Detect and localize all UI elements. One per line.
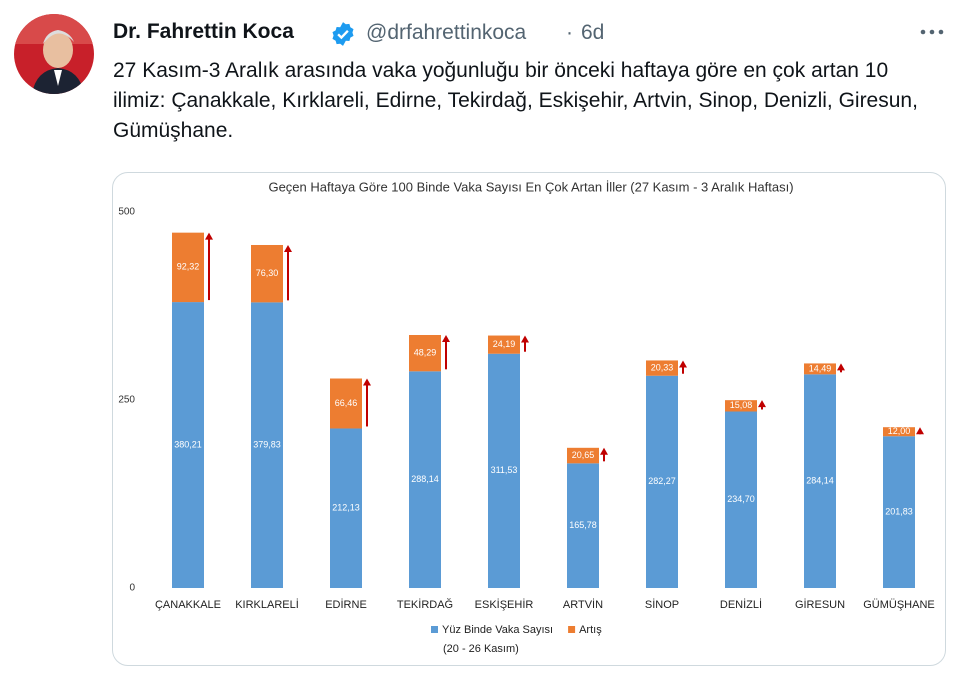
bar-segment	[804, 363, 836, 375]
value-label: 282,27	[648, 476, 676, 486]
y-tick-label: 500	[118, 207, 135, 218]
legend-swatch	[568, 626, 576, 633]
chart-title: Geçen Haftaya Göre 100 Binde Vaka Sayısı…	[268, 179, 793, 194]
legend-label: Yüz Binde Vaka Sayısı	[442, 624, 553, 636]
x-tick-label: EDİRNE	[325, 598, 367, 611]
value-label: 14,49	[809, 363, 832, 373]
increase-arrow-head	[442, 335, 450, 343]
chart: Geçen Haftaya Göre 100 Binde Vaka Sayısı…	[118, 179, 935, 655]
x-tick-label: ARTVİN	[563, 598, 603, 611]
bar-segment	[172, 302, 204, 588]
x-tick-label: KIRKLARELİ	[235, 598, 299, 611]
value-label: 212,13	[332, 503, 360, 513]
value-label: 76,30	[256, 268, 279, 278]
bar-segment	[172, 232, 204, 303]
bar-segment	[725, 411, 757, 588]
value-label: 201,83	[885, 506, 913, 516]
bar-segment	[804, 374, 836, 588]
bar-segment	[488, 335, 520, 354]
increase-arrow-head	[600, 447, 608, 455]
x-tick-label: SİNOP	[645, 598, 679, 611]
tweet-text: 27 Kasım-3 Aralık arasında vaka yoğunluğ…	[113, 59, 918, 142]
x-tick-label: GİRESUN	[795, 598, 845, 611]
x-tick-label: GÜMÜŞHANE	[863, 599, 935, 611]
increase-arrow-head	[284, 244, 292, 252]
bar-segment	[646, 375, 678, 588]
bar-segment	[488, 353, 520, 588]
legend-swatch	[431, 626, 438, 633]
more-menu[interactable]	[918, 24, 946, 40]
y-tick-label: 250	[118, 395, 135, 406]
bar-segment	[251, 244, 283, 303]
x-tick-label: ÇANAKKALE	[155, 599, 221, 611]
bar-segment	[567, 463, 599, 588]
value-label: 24,19	[493, 339, 516, 349]
value-label: 234,70	[727, 494, 755, 504]
bar-segment	[883, 436, 915, 588]
bar-segment	[883, 427, 915, 437]
increase-arrow-head	[521, 335, 529, 343]
author-handle[interactable]: @drfahrettinkoca	[366, 21, 527, 44]
value-label: 284,14	[806, 476, 834, 486]
bar-segment	[330, 378, 362, 429]
value-label: 48,29	[414, 348, 437, 358]
bar-segment	[409, 335, 441, 372]
author-name[interactable]: Dr. Fahrettin Koca	[113, 20, 294, 43]
value-label: 165,78	[569, 520, 597, 530]
bar-segment	[251, 302, 283, 588]
value-label: 66,46	[335, 398, 358, 408]
legend-subtitle: (20 - 26 Kasım)	[443, 643, 519, 655]
value-label: 380,21	[174, 439, 202, 449]
increase-arrow-head	[758, 400, 766, 408]
increase-arrow-head	[679, 360, 687, 368]
x-tick-label: ESKİŞEHİR	[475, 598, 534, 611]
media-card[interactable]: Geçen Haftaya Göre 100 Binde Vaka Sayısı…	[112, 172, 946, 666]
verified-badge	[332, 22, 354, 46]
timestamp[interactable]: 6d	[581, 21, 605, 44]
x-tick-label: TEKİRDAĞ	[397, 598, 453, 611]
y-tick-label: 0	[129, 583, 135, 594]
value-label: 20,33	[651, 362, 674, 372]
avatar[interactable]	[14, 14, 94, 94]
increase-arrow-head	[363, 378, 371, 386]
legend-label: Artış	[579, 624, 602, 636]
increase-arrow-head	[837, 363, 845, 371]
value-label: 12,00	[888, 426, 911, 436]
value-label: 15,08	[730, 400, 753, 410]
bar-segment	[646, 360, 678, 376]
value-label: 379,83	[253, 440, 281, 450]
value-label: 92,32	[177, 262, 200, 272]
bar-segment	[725, 400, 757, 412]
bar-segment	[567, 447, 599, 464]
x-tick-label: DENİZLİ	[720, 598, 762, 611]
separator: ·	[566, 21, 573, 44]
value-label: 288,14	[411, 474, 439, 484]
value-label: 20,65	[572, 450, 595, 460]
increase-arrow-head	[916, 427, 924, 435]
bar-segment	[409, 371, 441, 588]
value-label: 311,53	[491, 465, 518, 475]
increase-arrow-head	[205, 232, 213, 240]
bar-segment	[330, 428, 362, 588]
